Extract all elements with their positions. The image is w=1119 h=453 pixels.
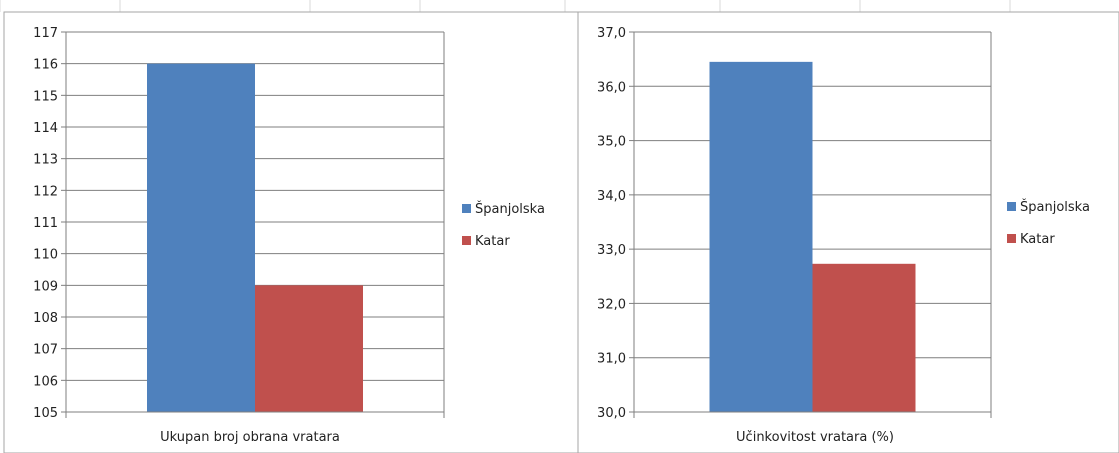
x-category-label: Učinkovitost vratara (%)	[736, 430, 894, 445]
y-tick-label: 112	[33, 184, 58, 199]
chart-goalkeeper-saves[interactable]: 105106107108109110111112113114115116117 …	[3, 11, 579, 453]
legend-label: Katar	[475, 234, 510, 249]
y-tick-label: 32,0	[597, 297, 626, 312]
legend-label: Katar	[1020, 232, 1055, 247]
y-tick-label: 106	[33, 374, 58, 389]
y-tick-label: 105	[33, 406, 58, 421]
bar-spanjolska[interactable]	[709, 61, 813, 412]
legend-swatch	[462, 236, 471, 245]
y-tick-label: 107	[33, 343, 58, 358]
y-tick-label: 31,0	[597, 352, 626, 367]
y-tick-label: 30,0	[597, 406, 626, 421]
y-tick-label: 114	[33, 121, 58, 136]
chart-goalkeeper-efficiency[interactable]: 30,0 31,0 32,0 33,0 34,0 35,0 36,0 37,0 Učinkov…	[577, 11, 1119, 453]
bar-spanjolska[interactable]	[147, 63, 255, 413]
bar-katar[interactable]	[812, 263, 916, 412]
y-tick-label: 37,0	[597, 26, 626, 41]
legend-label: Španjolska	[475, 201, 545, 217]
y-tick-label: 116	[33, 58, 58, 73]
legend-swatch	[1007, 234, 1016, 243]
y-tick-label: 117	[33, 26, 58, 41]
y-tick-label: 109	[33, 279, 58, 294]
bar-katar[interactable]	[255, 285, 363, 412]
y-tick-label: 113	[33, 153, 58, 168]
y-tick-label: 33,0	[597, 243, 626, 258]
y-tick-label: 111	[33, 216, 58, 231]
y-tick-label: 108	[33, 311, 58, 326]
y-tick-label: 36,0	[597, 80, 626, 95]
legend-swatch	[1007, 202, 1016, 211]
y-tick-label: 110	[33, 248, 58, 263]
y-tick-label: 35,0	[597, 135, 626, 150]
y-tick-label: 34,0	[597, 189, 626, 204]
spreadsheet-background	[0, 0, 1011, 12]
y-tick-label: 115	[33, 89, 58, 104]
legend-label: Španjolska	[1020, 199, 1090, 215]
legend-swatch	[462, 204, 471, 213]
x-category-label: Ukupan broj obrana vratara	[160, 430, 340, 445]
